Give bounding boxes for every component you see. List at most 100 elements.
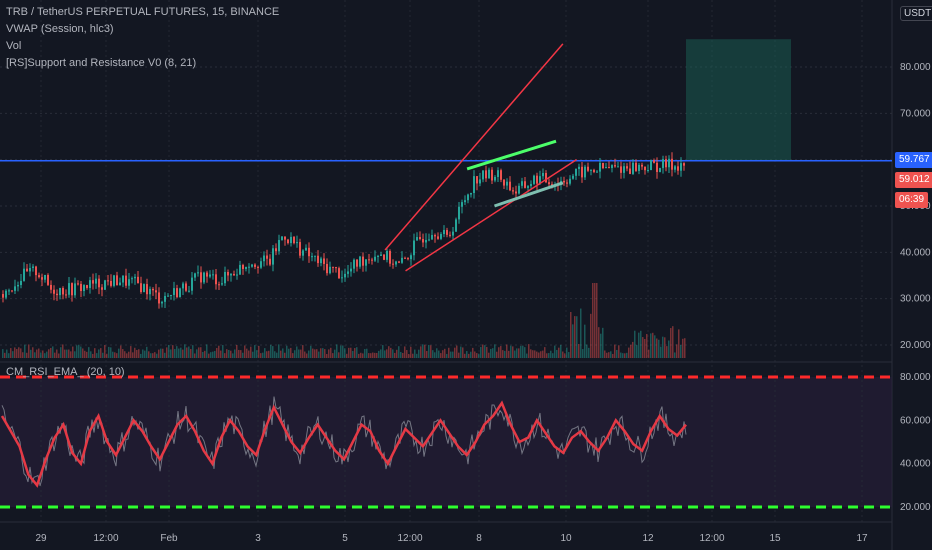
rsi-tick-label: 80.000 — [900, 372, 931, 383]
volume-bar — [296, 346, 298, 358]
volume-bar — [174, 349, 176, 358]
candle-body — [377, 255, 379, 257]
candle-body — [569, 178, 571, 184]
rsi-legend[interactable]: CM_RSI_EMA_ (20, 10) — [6, 366, 125, 378]
volume-bar — [664, 337, 666, 358]
volume-bar — [506, 344, 508, 358]
volume-bar — [492, 348, 494, 358]
candle-body — [641, 164, 643, 167]
candle-body — [524, 181, 526, 188]
volume-bar — [328, 349, 330, 358]
volume-bar — [180, 347, 182, 358]
candle-body — [50, 284, 52, 290]
candle-body — [653, 160, 655, 163]
candle-body — [623, 166, 625, 173]
candle-body — [341, 277, 343, 279]
volume-bar — [586, 344, 588, 358]
volume-bar — [464, 353, 466, 358]
volume-bar — [230, 350, 232, 358]
volume-bar — [258, 345, 260, 358]
volume-bar — [172, 345, 174, 358]
volume-bar — [196, 349, 198, 358]
volume-bar — [76, 345, 78, 358]
volume-bar — [468, 353, 470, 358]
volume-bar — [370, 353, 372, 358]
volume-bar — [268, 350, 270, 358]
candle-body — [449, 234, 451, 236]
volume-bar — [402, 352, 404, 358]
candle-body — [578, 166, 580, 170]
candle-body — [41, 277, 43, 280]
volume-bar — [278, 344, 280, 358]
volume-bar — [670, 328, 672, 358]
volume-bar — [404, 346, 406, 358]
volume-bar — [680, 345, 682, 358]
candle-body — [638, 164, 640, 171]
volume-bar — [22, 352, 24, 358]
candle-body — [383, 254, 385, 260]
candle-body — [359, 256, 361, 267]
candle-body — [338, 268, 340, 279]
volume-bar — [274, 351, 276, 358]
volume-bar — [476, 353, 478, 358]
candle-body — [122, 275, 124, 283]
volume-bar — [628, 347, 630, 358]
candle-body — [479, 179, 481, 184]
candle-body — [155, 290, 157, 293]
volume-bar — [682, 338, 684, 358]
volume-legend[interactable]: Vol — [6, 40, 22, 52]
time-tick-label: Feb — [160, 533, 178, 544]
candle-body — [101, 287, 103, 290]
volume-bar — [86, 351, 88, 358]
candle-body — [125, 275, 127, 286]
volume-bar — [288, 348, 290, 358]
volume-bar — [314, 349, 316, 358]
volume-bar — [118, 348, 120, 358]
volume-bar — [114, 352, 116, 358]
volume-bar — [280, 350, 282, 358]
candle-body — [443, 229, 445, 235]
candle-body — [362, 256, 364, 266]
volume-bar — [654, 335, 656, 358]
volume-bar — [30, 349, 32, 358]
candle-body — [437, 236, 439, 239]
volume-bar — [642, 337, 644, 358]
volume-bar — [608, 352, 610, 358]
candle-body — [515, 191, 517, 194]
candle-body — [167, 295, 169, 297]
volume-bar — [676, 344, 678, 358]
candle-body — [563, 180, 565, 183]
volume-bar — [510, 345, 512, 358]
volume-bar — [152, 353, 154, 358]
volume-bar — [554, 345, 556, 358]
candle-body — [20, 280, 22, 285]
candle-body — [236, 274, 238, 276]
volume-bar — [394, 352, 396, 358]
volume-bar — [458, 352, 460, 358]
candle-body — [389, 250, 391, 264]
vwap-legend[interactable]: VWAP (Session, hlc3) — [6, 23, 114, 35]
volume-bar — [186, 347, 188, 358]
rsi-tick-label: 20.000 — [900, 502, 931, 513]
candle-body — [413, 240, 415, 256]
volume-bar — [444, 348, 446, 358]
currency-button[interactable]: USDT — [900, 6, 932, 21]
volume-bar — [238, 349, 240, 358]
volume-bar — [24, 344, 26, 358]
candle-body — [575, 169, 577, 176]
volume-bar — [136, 349, 138, 358]
volume-bar — [252, 351, 254, 358]
candle-body — [521, 181, 523, 186]
volume-bar — [674, 352, 676, 358]
candle-body — [29, 267, 31, 272]
candle-body — [89, 280, 91, 288]
candle-body — [611, 165, 613, 168]
candle-body — [116, 275, 118, 286]
volume-bar — [2, 349, 4, 358]
volume-bar — [516, 348, 518, 358]
candle-body — [500, 170, 502, 180]
volume-bar — [450, 351, 452, 358]
support-resistance-legend[interactable]: [RS]Support and Resistance V0 (8, 21) — [6, 57, 197, 69]
candle-body — [518, 185, 520, 194]
